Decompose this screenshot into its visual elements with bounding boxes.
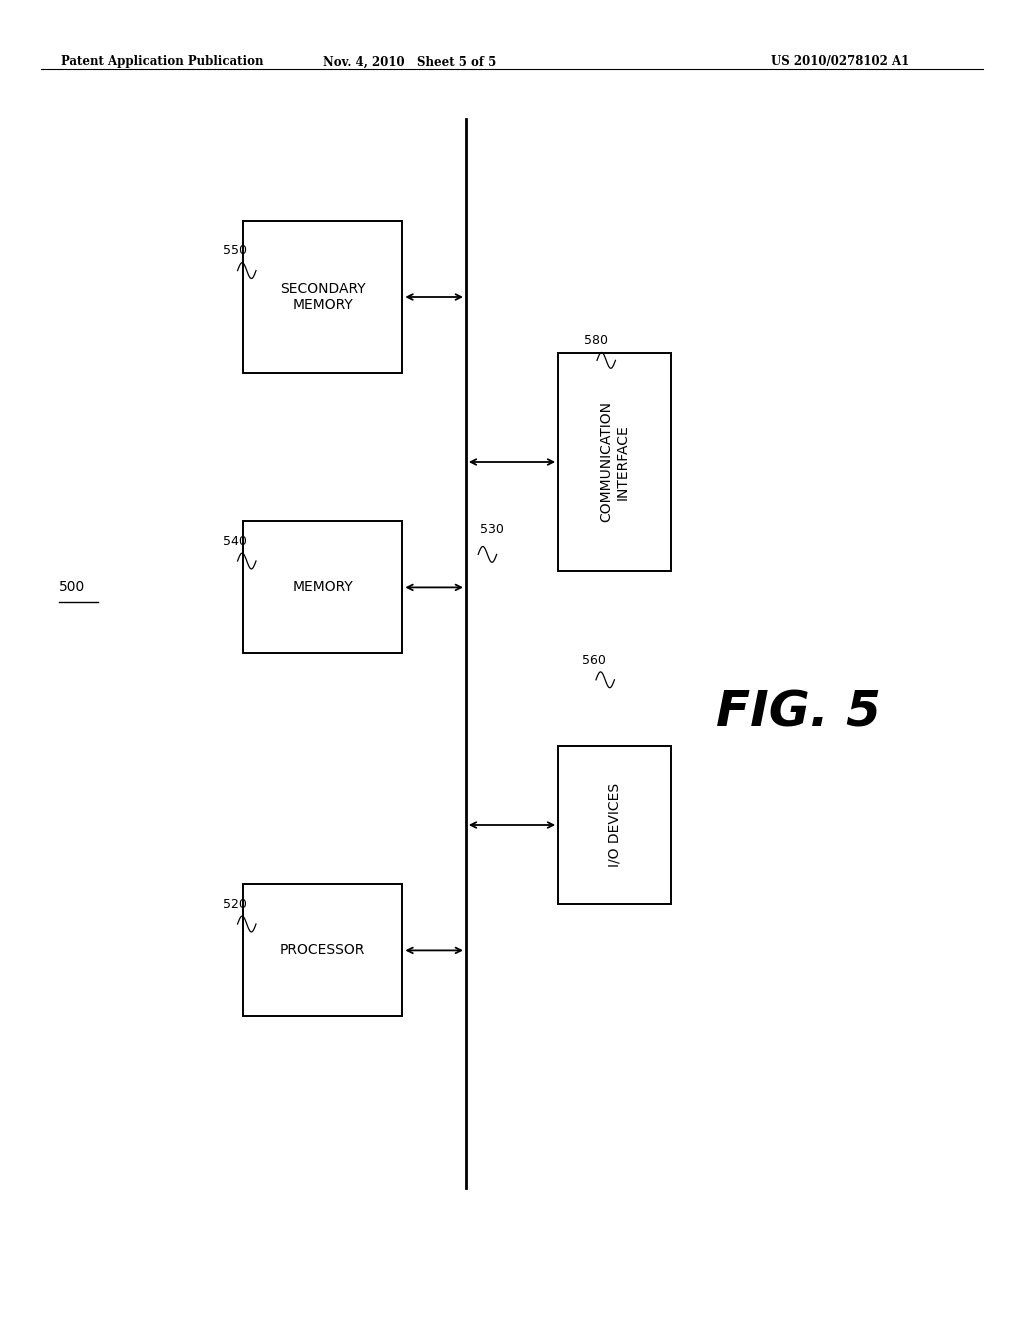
Text: MEMORY: MEMORY — [292, 581, 353, 594]
Bar — [558, 352, 671, 570]
Text: Patent Application Publication: Patent Application Publication — [61, 55, 264, 69]
Text: 550: 550 — [223, 244, 247, 257]
Text: I/O DEVICES: I/O DEVICES — [607, 783, 622, 867]
Text: 560: 560 — [582, 653, 605, 667]
Text: SECONDARY
MEMORY: SECONDARY MEMORY — [280, 282, 366, 312]
Bar — [558, 746, 671, 904]
Text: US 2010/0278102 A1: US 2010/0278102 A1 — [770, 55, 909, 69]
Text: PROCESSOR: PROCESSOR — [280, 944, 366, 957]
Text: 530: 530 — [480, 523, 504, 536]
Text: Nov. 4, 2010   Sheet 5 of 5: Nov. 4, 2010 Sheet 5 of 5 — [323, 55, 497, 69]
Text: 500: 500 — [59, 581, 86, 594]
Bar — [244, 220, 401, 372]
Bar — [244, 521, 401, 653]
Text: 520: 520 — [223, 898, 247, 911]
Text: COMMUNICATION
INTERFACE: COMMUNICATION INTERFACE — [599, 401, 630, 523]
Text: FIG. 5: FIG. 5 — [716, 689, 882, 737]
Text: 580: 580 — [584, 334, 607, 347]
Text: 540: 540 — [223, 535, 247, 548]
Bar — [244, 884, 401, 1016]
